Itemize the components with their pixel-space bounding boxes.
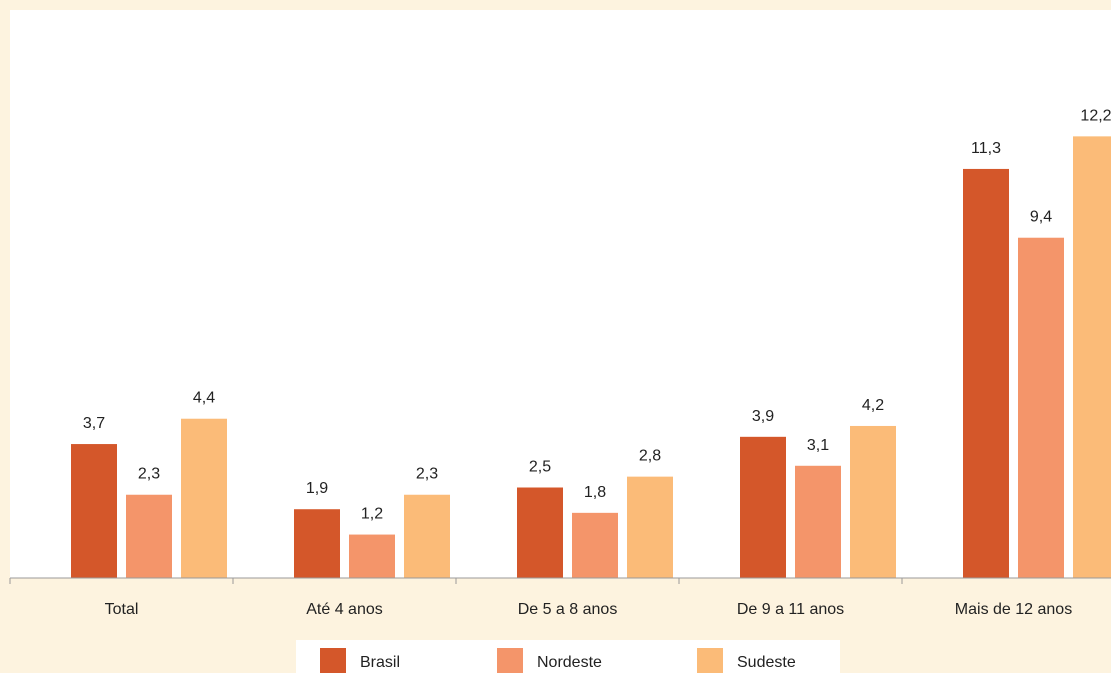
bar-nordeste-de-5-a-8-anos	[572, 512, 618, 578]
x-tick-label-total: Total	[105, 601, 139, 618]
legend-box	[296, 640, 840, 673]
data-label-sudeste-total: 4,4	[193, 390, 215, 407]
bar-group-mais-de-12-anos: 11,3 9,4 12,2	[963, 107, 1111, 579]
legend-label-sudeste: Sudeste	[737, 654, 796, 671]
data-label-nordeste-total: 2,3	[138, 466, 160, 483]
legend-label-nordeste: Nordeste	[537, 654, 602, 671]
legend-swatch-brasil	[320, 648, 346, 673]
bar-sudeste-de-9-a-11-anos	[850, 425, 896, 578]
bar-group-total: 3,7 2,3 4,4	[71, 390, 227, 578]
legend-item-sudeste: Sudeste	[697, 648, 796, 673]
data-label-brasil-mais-de-12-anos: 11,3	[971, 140, 1001, 157]
legend: Brasil Nordeste Sudeste	[296, 640, 840, 673]
x-tick-label-de-9-a-11-anos: De 9 a 11 anos	[737, 601, 844, 618]
bar-nordeste-total	[126, 494, 172, 578]
x-axis: Total Até 4 anos De 5 a 8 anos De 9 a 11 an…	[9, 577, 1111, 618]
data-label-sudeste-mais-de-12-anos: 12,2	[1080, 107, 1111, 124]
bar-brasil-de-9-a-11-anos	[740, 436, 786, 578]
bar-brasil-ate-4-anos	[294, 509, 340, 578]
x-tick-label-de-5-a-8-anos: De 5 a 8 anos	[518, 601, 618, 618]
bar-group-de-5-a-8-anos: 2,5 1,8 2,8	[517, 448, 673, 578]
legend-swatch-sudeste	[697, 648, 723, 673]
data-label-nordeste-de-5-a-8-anos: 1,8	[584, 484, 606, 501]
legend-item-nordeste: Nordeste	[497, 648, 602, 673]
bars-layer: 3,7 2,3 4,4 1,9 1,2 2,3 2,5 1,8 2,8 3,9 3,1 4,2 11,3…	[71, 107, 1111, 579]
x-tick-label-ate-4-anos: Até 4 anos	[306, 601, 383, 618]
data-label-nordeste-ate-4-anos: 1,2	[361, 506, 383, 523]
bar-nordeste-ate-4-anos	[349, 534, 395, 578]
bar-sudeste-ate-4-anos	[404, 494, 450, 578]
bar-nordeste-de-9-a-11-anos	[795, 465, 841, 578]
data-label-sudeste-de-9-a-11-anos: 4,2	[862, 397, 884, 414]
bar-nordeste-mais-de-12-anos	[1018, 237, 1064, 578]
legend-item-brasil: Brasil	[320, 648, 400, 673]
bar-brasil-de-5-a-8-anos	[517, 487, 563, 578]
data-label-brasil-ate-4-anos: 1,9	[306, 480, 328, 497]
data-label-nordeste-mais-de-12-anos: 9,4	[1030, 209, 1052, 226]
data-label-sudeste-ate-4-anos: 2,3	[416, 466, 438, 483]
bar-sudeste-de-5-a-8-anos	[627, 476, 673, 578]
data-label-brasil-total: 3,7	[83, 415, 105, 432]
bar-sudeste-total	[181, 418, 227, 578]
data-label-brasil-de-9-a-11-anos: 3,9	[752, 408, 774, 425]
legend-label-brasil: Brasil	[360, 654, 400, 671]
bar-group-ate-4-anos: 1,9 1,2 2,3	[294, 466, 450, 578]
legend-swatch-nordeste	[497, 648, 523, 673]
bar-group-de-9-a-11-anos: 3,9 3,1 4,2	[740, 397, 896, 578]
bar-brasil-mais-de-12-anos	[963, 168, 1009, 578]
x-tick-label-mais-de-12-anos: Mais de 12 anos	[955, 601, 1072, 618]
data-label-sudeste-de-5-a-8-anos: 2,8	[639, 448, 661, 465]
data-label-brasil-de-5-a-8-anos: 2,5	[529, 459, 551, 476]
data-label-nordeste-de-9-a-11-anos: 3,1	[807, 437, 829, 454]
bar-brasil-total	[71, 444, 117, 578]
bar-sudeste-mais-de-12-anos	[1073, 136, 1111, 579]
